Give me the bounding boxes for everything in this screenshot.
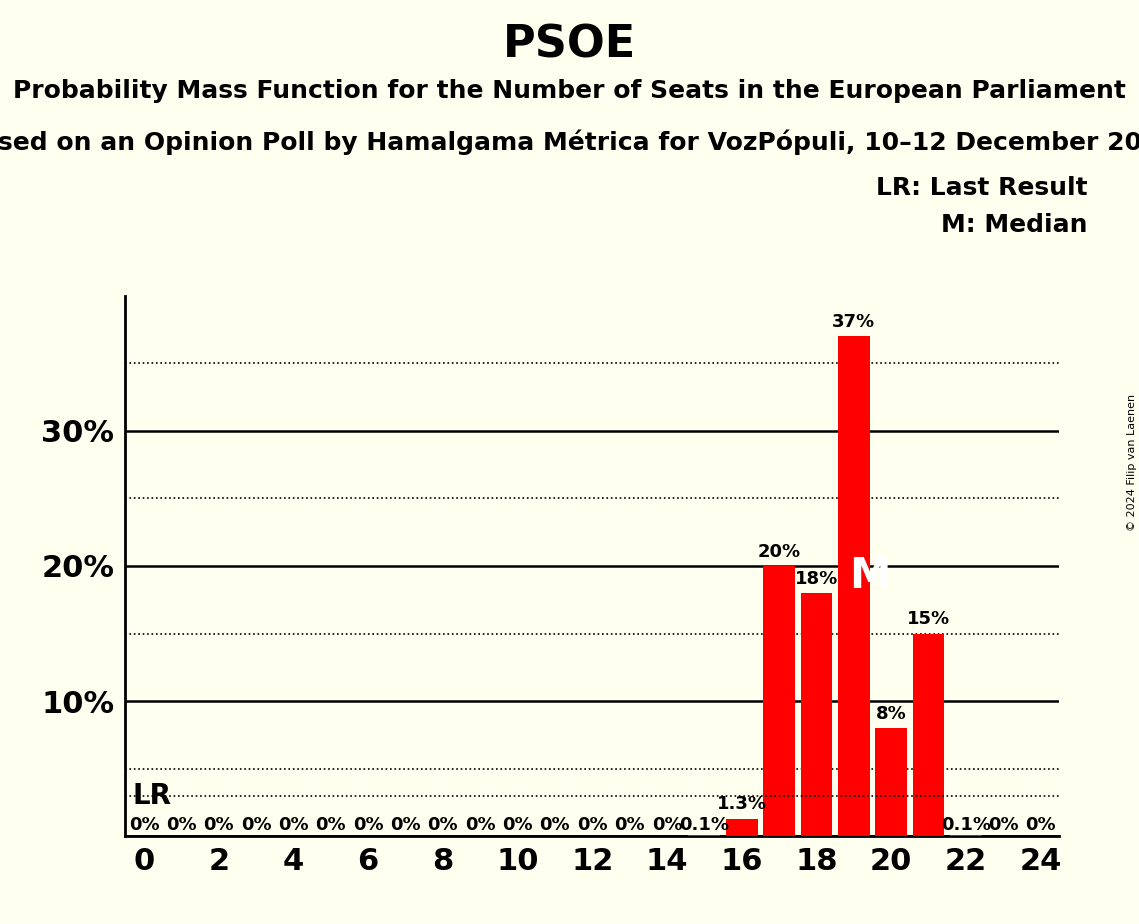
Text: Probability Mass Function for the Number of Seats in the European Parliament: Probability Mass Function for the Number… bbox=[13, 79, 1126, 103]
Text: 0%: 0% bbox=[540, 816, 571, 834]
Text: 0%: 0% bbox=[652, 816, 682, 834]
Bar bbox=[838, 336, 870, 836]
Text: 0%: 0% bbox=[391, 816, 420, 834]
Text: 0%: 0% bbox=[988, 816, 1018, 834]
Text: 1.3%: 1.3% bbox=[716, 796, 767, 813]
Text: M: M bbox=[849, 555, 891, 597]
Bar bbox=[875, 728, 907, 836]
Text: 0%: 0% bbox=[577, 816, 607, 834]
Text: 0.1%: 0.1% bbox=[679, 816, 729, 834]
Text: 18%: 18% bbox=[795, 569, 838, 588]
Text: 0%: 0% bbox=[614, 816, 645, 834]
Text: PSOE: PSOE bbox=[503, 23, 636, 67]
Text: 0%: 0% bbox=[465, 816, 495, 834]
Text: 0%: 0% bbox=[316, 816, 346, 834]
Bar bbox=[801, 593, 833, 836]
Bar bbox=[763, 565, 795, 836]
Text: 0.1%: 0.1% bbox=[941, 816, 991, 834]
Bar bbox=[688, 835, 720, 836]
Bar bbox=[912, 634, 944, 836]
Text: 0%: 0% bbox=[204, 816, 233, 834]
Text: 0%: 0% bbox=[240, 816, 271, 834]
Text: 0%: 0% bbox=[1025, 816, 1056, 834]
Text: 0%: 0% bbox=[502, 816, 533, 834]
Text: Based on an Opinion Poll by Hamalgama Métrica for VozPópuli, 10–12 December 2024: Based on an Opinion Poll by Hamalgama Mé… bbox=[0, 129, 1139, 155]
Text: 15%: 15% bbox=[907, 610, 950, 628]
Text: 0%: 0% bbox=[129, 816, 159, 834]
Bar bbox=[950, 835, 982, 836]
Text: 0%: 0% bbox=[353, 816, 384, 834]
Bar bbox=[726, 819, 757, 836]
Text: LR: Last Result: LR: Last Result bbox=[876, 176, 1088, 200]
Text: 0%: 0% bbox=[427, 816, 458, 834]
Text: 37%: 37% bbox=[833, 313, 876, 331]
Text: © 2024 Filip van Laenen: © 2024 Filip van Laenen bbox=[1126, 394, 1137, 530]
Text: 0%: 0% bbox=[166, 816, 197, 834]
Text: 20%: 20% bbox=[757, 542, 801, 561]
Text: 8%: 8% bbox=[876, 705, 907, 723]
Text: 0%: 0% bbox=[278, 816, 309, 834]
Text: LR: LR bbox=[133, 782, 172, 809]
Text: M: Median: M: Median bbox=[941, 213, 1088, 237]
